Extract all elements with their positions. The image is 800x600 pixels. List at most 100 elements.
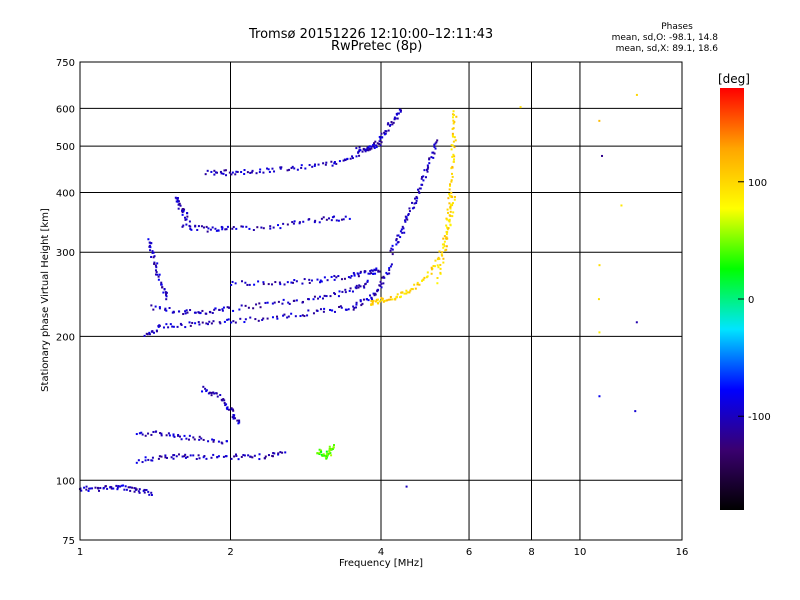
echo-point — [325, 295, 328, 298]
echo-point — [140, 431, 143, 434]
echo-point — [158, 273, 161, 276]
echo-point — [380, 132, 383, 135]
echo-point — [330, 219, 333, 222]
chart-subtitle: RwPretec (8p) — [331, 39, 423, 54]
x-tick-label: 6 — [466, 547, 472, 558]
echo-point — [369, 148, 372, 151]
echo-point — [357, 150, 360, 153]
echo-point — [268, 170, 271, 173]
echo-point — [230, 408, 233, 411]
echo-point — [213, 169, 216, 172]
echo-point — [271, 316, 274, 319]
echo-point — [83, 486, 86, 489]
echo-point — [432, 156, 435, 159]
echo-point — [434, 142, 437, 145]
echo-point — [232, 415, 235, 418]
echo-point — [262, 171, 265, 174]
echo-point — [135, 488, 138, 491]
echo-point — [160, 432, 163, 435]
echo-point — [242, 454, 245, 457]
echo-point — [330, 275, 333, 278]
echo-point — [149, 246, 152, 249]
echo-point — [295, 280, 298, 283]
echo-point — [436, 139, 439, 142]
echo-point — [388, 267, 391, 270]
echo-point — [341, 290, 344, 293]
echo-point — [286, 223, 289, 226]
echo-point — [208, 391, 211, 394]
echo-point — [160, 434, 163, 437]
echo-point — [245, 225, 248, 228]
echo-point — [352, 305, 355, 308]
echo-point — [123, 488, 126, 491]
echo-point — [405, 289, 408, 292]
echo-point — [339, 305, 342, 308]
echo-point — [452, 110, 455, 113]
echo-point — [211, 311, 214, 314]
echo-point — [148, 244, 151, 247]
echo-point — [335, 219, 338, 222]
echo-point — [363, 286, 366, 289]
echo-point — [234, 282, 237, 285]
echo-point — [325, 450, 328, 453]
echo-point — [226, 225, 229, 228]
echo-point — [190, 228, 193, 231]
echo-point — [372, 292, 375, 295]
echo-point — [234, 173, 237, 176]
echo-point — [85, 488, 88, 491]
echo-point — [356, 272, 359, 275]
echo-point — [198, 311, 201, 314]
echo-point — [413, 202, 416, 205]
echo-point — [194, 322, 197, 325]
echo-point — [232, 409, 235, 412]
echo-point — [413, 283, 416, 286]
echo-point — [205, 457, 208, 460]
echo-point — [164, 456, 167, 459]
echo-point — [427, 166, 430, 169]
echo-point — [175, 455, 178, 458]
echo-point — [379, 300, 382, 303]
echo-point — [219, 394, 222, 397]
echo-point — [452, 160, 455, 163]
echo-point — [325, 456, 328, 459]
echo-point — [451, 132, 454, 135]
echo-point — [183, 208, 186, 211]
echo-point — [218, 308, 221, 311]
echo-point — [202, 456, 205, 459]
echo-point — [385, 271, 388, 274]
echo-point — [189, 324, 192, 327]
echo-point — [408, 291, 411, 294]
echo-point — [406, 218, 409, 221]
echo-point — [444, 249, 447, 252]
echo-point — [217, 229, 220, 232]
echo-point — [154, 269, 157, 272]
echo-point — [340, 278, 343, 281]
echo-point — [98, 489, 101, 492]
echo-point — [153, 255, 156, 258]
echo-point — [403, 231, 406, 234]
echo-point — [177, 310, 180, 313]
echo-point — [157, 325, 160, 328]
echo-point — [318, 451, 321, 454]
echo-point — [367, 299, 370, 302]
echo-point — [182, 208, 185, 211]
echo-point — [192, 454, 195, 457]
echo-point — [148, 331, 151, 334]
echo-point — [320, 280, 323, 283]
echo-point — [451, 202, 454, 205]
echo-point — [395, 243, 398, 246]
echo-point — [221, 308, 224, 311]
echo-point — [160, 281, 163, 284]
echo-point — [357, 286, 360, 289]
echo-point — [450, 144, 453, 147]
echo-point — [232, 320, 235, 323]
echo-point — [359, 270, 362, 273]
echo-point — [147, 490, 150, 493]
echo-point — [362, 298, 365, 301]
echo-point — [334, 293, 337, 296]
echo-point — [378, 284, 381, 287]
echo-point — [368, 272, 371, 275]
echo-point — [301, 314, 304, 317]
echo-point — [450, 172, 453, 175]
echo-point — [361, 150, 364, 153]
